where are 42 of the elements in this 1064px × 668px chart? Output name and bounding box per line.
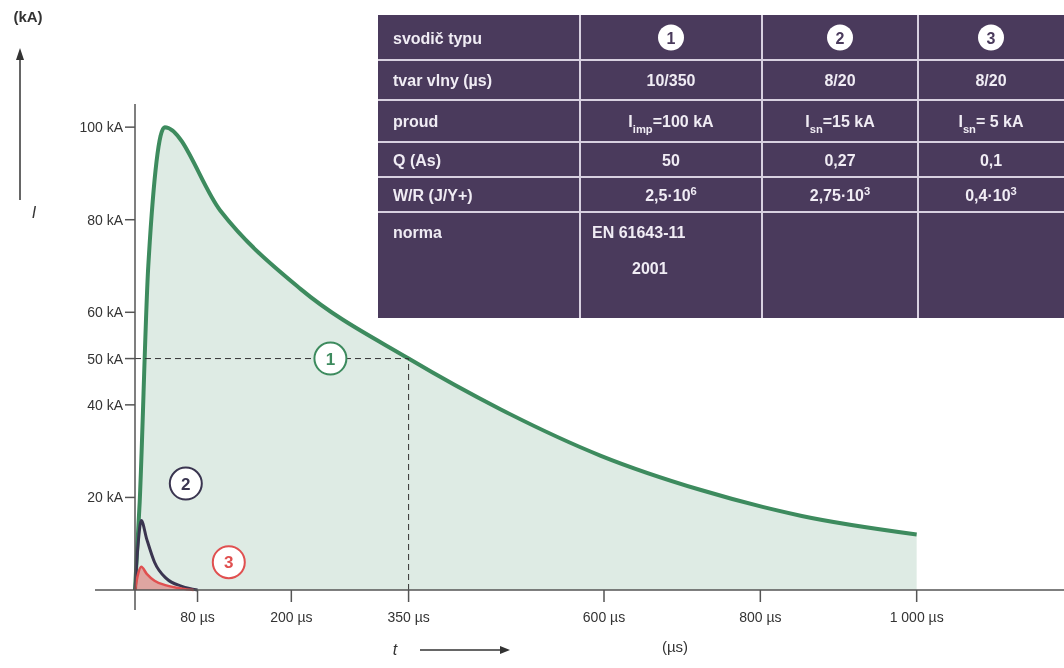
y-tick-label: 40 kA (87, 396, 124, 413)
text: 8/20 (975, 72, 1007, 89)
y-axis-title: I (31, 204, 37, 221)
text: I$_{imp}$=100 kA (628, 113, 714, 135)
line-series (133, 519, 200, 592)
text: 10/350 (646, 72, 696, 89)
category-label: 2 (835, 29, 845, 47)
text: 3 (224, 553, 234, 573)
text: (µs) (661, 638, 689, 655)
x-tick-label: 200 µs (270, 609, 313, 625)
text: EN 61643-11 2001 (592, 224, 686, 277)
text: 2,5·10$^{6}$ (645, 184, 697, 204)
text: 8/20 (824, 72, 856, 89)
category-label: 1 (666, 29, 676, 47)
y-tick-label: 100 kA (79, 119, 124, 136)
category-label: Q (As) (393, 151, 441, 169)
x-axis-title: t (392, 641, 398, 658)
x-tick-label: 350 µs (387, 609, 430, 625)
y-tick-label: 80 kA (87, 211, 124, 228)
category-label: tvar vlny (µs) (393, 72, 493, 89)
text: 2 (181, 474, 191, 494)
y-tick-label: 50 kA (87, 350, 124, 367)
x-tick-label: 80 µs (180, 609, 215, 625)
text: I$_{sn}$= 5 kA (958, 113, 1024, 135)
series-label: 1 (325, 349, 336, 369)
text: 0,1 (979, 151, 1003, 169)
category-label: norma (393, 224, 442, 241)
text: 0,4·10$^{3}$ (965, 184, 1017, 204)
text: 2,75·10$^{3}$ (809, 184, 871, 204)
category-label: svodič typu (393, 29, 482, 47)
category-label: proud (393, 113, 439, 130)
x-tick-label: 600 µs (582, 609, 626, 625)
text: (kA) (13, 8, 43, 25)
text: 0,27 (824, 151, 856, 169)
y-tick-label: 20 kA (87, 489, 124, 506)
category-label: W/R (J/Y+) (393, 186, 473, 204)
y-tick-label: 60 kA (87, 304, 124, 321)
category-label: 3 (986, 29, 996, 47)
text: I$_{sn}$=15 kA (805, 113, 875, 135)
x-tick-label: 1 000 µs (889, 609, 944, 625)
x-tick-label: 800 µs (739, 609, 782, 625)
text: 50 (662, 151, 680, 169)
